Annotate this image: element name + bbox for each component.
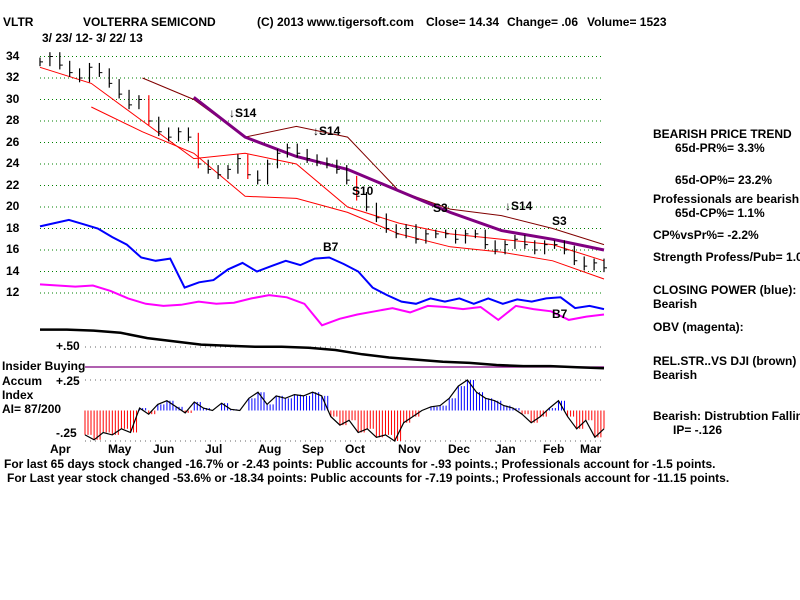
obv-line (39, 283, 605, 327)
ai-tick-minus25: -.25 (56, 426, 77, 440)
x-tick-label: Nov (398, 442, 421, 456)
x-tick-label: Sep (302, 442, 325, 456)
signal-s3: S3 (433, 201, 448, 215)
cp-vs-pr: CP%vsPr%= -2.2% (653, 228, 759, 242)
x-tick-label: Feb (543, 442, 565, 456)
relstr-status: Bearish (653, 368, 698, 382)
upper-band-line (39, 66, 605, 262)
ai-tick-plus50: +.50 (56, 339, 80, 353)
x-tick-label: May (108, 442, 132, 456)
y-tick-label: 24 (6, 156, 20, 170)
footer-year: For Last year stock changed -53.6% or -1… (7, 471, 730, 485)
strength-ratio: Strength Profess/Pub= 1.0 (653, 250, 800, 264)
footer-65day: For last 65 days stock changed -16.7% or… (4, 457, 716, 471)
x-tick-label: Oct (345, 442, 366, 456)
signal-s10: S10 (352, 184, 374, 198)
change: Change= .06 (507, 15, 579, 29)
signal-s14: ↓S14 (313, 124, 341, 138)
signal-s14: ↓S14 (229, 106, 257, 120)
y-tick-label: 12 (6, 285, 20, 299)
closing-power-status: Bearish (653, 297, 698, 311)
y-tick-label: 26 (6, 134, 20, 149)
ip-value: IP= -.126 (673, 423, 723, 437)
lower-band-line (91, 106, 605, 280)
closing-power-label: CLOSING POWER (blue): (653, 283, 797, 297)
x-tick-label: Jan (495, 442, 516, 456)
y-tick-label: 22 (6, 177, 20, 192)
x-tick-label: Jul (205, 442, 223, 456)
y-tick-label: 20 (6, 199, 20, 213)
x-tick-label: Apr (50, 442, 71, 456)
pr-percent: 65d-PR%= 3.3% (675, 141, 765, 155)
moving-average-line (192, 96, 605, 252)
y-tick-label: 32 (6, 70, 20, 84)
outer-band-line (142, 77, 605, 246)
signal-b7: B7 (552, 307, 568, 321)
ticker: VLTR (3, 15, 34, 29)
date-range: 3/ 23/ 12- 3/ 22/ 13 (42, 31, 143, 45)
company-name: VOLTERRA SEMICOND (83, 15, 216, 29)
x-tick-label: Dec (448, 442, 471, 456)
ai-status: Bearish: Distrubtion Falling (653, 409, 800, 423)
accum-index-line (84, 379, 605, 442)
insider-buying-label: Insider Buying (2, 359, 86, 373)
y-tick-label: 30 (6, 91, 20, 106)
y-tick-label: 34 (6, 48, 20, 63)
y-tick-label: 28 (6, 113, 20, 127)
volume: Volume= 1523 (587, 15, 667, 29)
signal-s14: ↓S14 (505, 199, 533, 213)
obv-label: OBV (magenta): (653, 320, 744, 334)
index-label: Index (2, 388, 34, 402)
signal-b7: B7 (323, 240, 339, 254)
price-trend: BEARISH PRICE TREND (653, 127, 792, 141)
accum-label: Accum (2, 374, 43, 388)
ai-value: AI= 87/200 (2, 402, 62, 416)
professionals-status: Professionals are bearish (653, 192, 800, 206)
closing-power-line (39, 218, 605, 311)
copyright: (C) 2013 www.tigersoft.com (257, 15, 414, 29)
x-tick-label: Jun (153, 442, 175, 456)
relstr-label: REL.STR..VS DJI (brown) (653, 354, 797, 368)
cp-percent: 65d-CP%= 1.1% (675, 206, 765, 220)
y-tick-label: 18 (6, 220, 20, 235)
relative-strength-line (40, 328, 605, 370)
x-tick-label: Aug (258, 442, 282, 456)
op-percent: 65d-OP%= 23.2% (675, 173, 773, 187)
y-tick-label: 16 (6, 242, 20, 256)
ai-tick-plus25: +.25 (56, 374, 80, 388)
close-price: Close= 14.34 (426, 15, 500, 29)
signal-s3: S3 (552, 214, 567, 228)
x-tick-label: Mar (580, 442, 602, 456)
y-tick-label: 14 (6, 263, 20, 278)
